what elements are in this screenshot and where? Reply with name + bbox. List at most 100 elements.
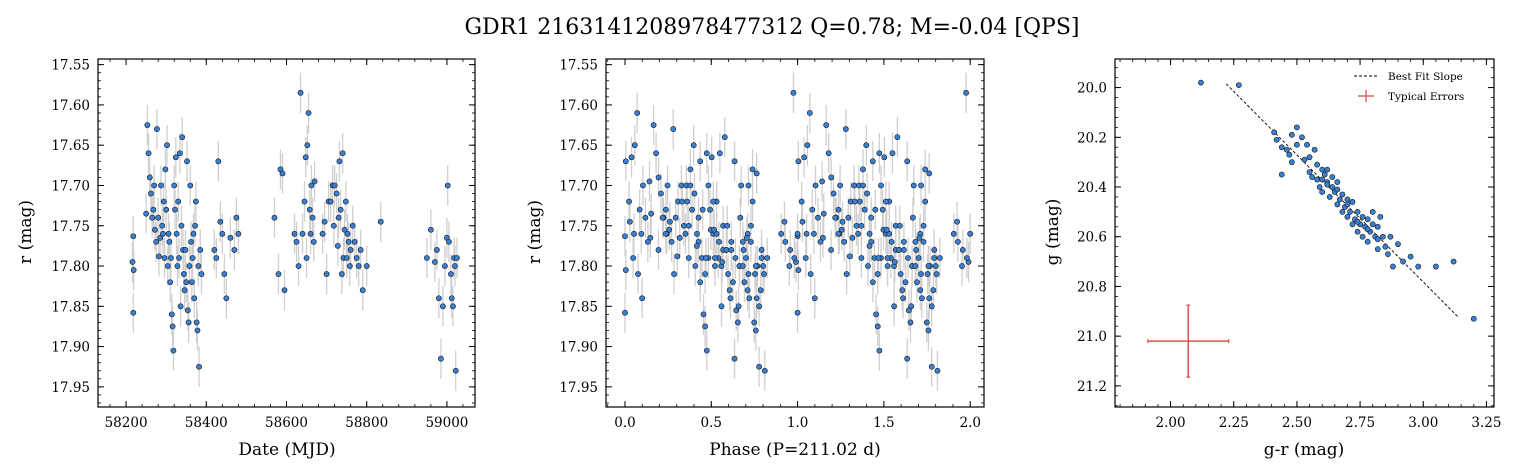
data-point: [1306, 169, 1313, 175]
data-point: [152, 226, 158, 233]
data-point: [819, 178, 825, 185]
data-point: [155, 214, 162, 221]
data-point: [452, 367, 459, 374]
data-point: [752, 271, 758, 277]
data-point: [1369, 221, 1376, 228]
data-point: [735, 303, 742, 310]
data-point: [339, 150, 346, 157]
data-point: [795, 158, 802, 165]
data-point: [803, 230, 810, 237]
data-point: [828, 247, 835, 253]
data-point: [184, 307, 191, 314]
data-point: [448, 295, 455, 302]
data-point: [687, 166, 694, 173]
data-point: [716, 238, 722, 245]
data-point: [640, 182, 646, 189]
data-point: [164, 142, 170, 149]
data-point: [622, 158, 629, 165]
data-point: [301, 198, 308, 205]
panel-1-points: [622, 89, 974, 374]
data-point: [149, 214, 156, 221]
data-point: [327, 198, 334, 205]
data-point: [172, 206, 178, 213]
data-point: [1311, 146, 1318, 153]
data-point: [795, 267, 802, 273]
data-point: [1347, 208, 1353, 215]
data-point: [1364, 226, 1371, 233]
data-point: [761, 271, 767, 277]
data-point: [753, 295, 760, 302]
data-point: [1324, 181, 1331, 188]
data-point: [1326, 194, 1333, 200]
data-point: [825, 150, 832, 157]
y-tick-label: 17.90: [559, 340, 598, 356]
data-point: [912, 238, 919, 245]
data-point: [950, 230, 957, 237]
data-point: [304, 142, 311, 149]
data-point: [737, 214, 744, 221]
data-point: [678, 182, 685, 189]
data-point: [1349, 199, 1356, 205]
x-tick-label: 58600: [265, 415, 308, 431]
data-point: [1384, 251, 1391, 258]
data-point: [1329, 184, 1336, 190]
data-point: [760, 263, 767, 269]
data-point: [160, 230, 166, 237]
data-point: [902, 279, 909, 286]
data-point: [195, 263, 202, 269]
data-point: [919, 295, 925, 302]
data-point: [874, 271, 881, 277]
data-point: [162, 166, 169, 173]
data-point: [910, 182, 917, 189]
data-point: [1379, 233, 1386, 240]
data-point: [1319, 166, 1326, 173]
data-point: [668, 238, 675, 245]
data-point: [440, 303, 446, 310]
data-point: [323, 271, 330, 277]
data-point: [295, 263, 302, 269]
data-point: [168, 255, 174, 261]
data-point: [801, 154, 807, 161]
panel-1-ticks: 0.0 0.5 1.0 1.5 2.0 17.55 17.60 17.65 17.70 17.75…: [559, 58, 984, 431]
data-point: [146, 174, 153, 181]
data-point: [171, 182, 178, 189]
data-point: [888, 238, 895, 245]
data-point: [933, 271, 940, 277]
data-point: [130, 267, 137, 273]
data-point: [433, 247, 440, 253]
data-point: [1400, 258, 1406, 265]
data-point: [423, 255, 430, 261]
data-point: [849, 234, 856, 241]
data-point: [847, 253, 853, 260]
data-point: [1319, 189, 1326, 195]
data-point: [739, 238, 746, 245]
data-point: [1278, 171, 1285, 178]
data-point: [725, 271, 731, 277]
data-point: [436, 295, 442, 302]
data-point: [670, 126, 677, 132]
data-point: [680, 222, 687, 229]
data-point: [897, 271, 904, 277]
y-tick-label: 17.80: [51, 259, 90, 275]
data-point: [837, 182, 844, 189]
data-point: [691, 190, 698, 197]
x-tick-label: 3.00: [1408, 415, 1438, 431]
data-point: [900, 295, 906, 302]
data-point: [343, 255, 350, 261]
y-tick-label: 17.60: [51, 98, 90, 114]
panel-color-magnitude: g-r (mag) g (mag) 2.00 2.25 2.50 2.75 3.00 3.…: [1043, 58, 1501, 460]
data-point: [839, 218, 846, 225]
data-point: [336, 158, 343, 165]
data-point: [1288, 131, 1295, 138]
data-point: [705, 182, 712, 189]
data-point: [653, 150, 659, 157]
data-point: [875, 255, 882, 261]
data-point: [431, 259, 438, 265]
data-point: [896, 247, 902, 253]
data-point: [183, 279, 190, 286]
data-point: [321, 218, 328, 225]
y-tick-label: 17.85: [51, 299, 90, 315]
data-point: [804, 142, 811, 149]
y-tick-label: 20.4: [1077, 180, 1107, 196]
y-tick-label: 17.75: [51, 219, 90, 235]
